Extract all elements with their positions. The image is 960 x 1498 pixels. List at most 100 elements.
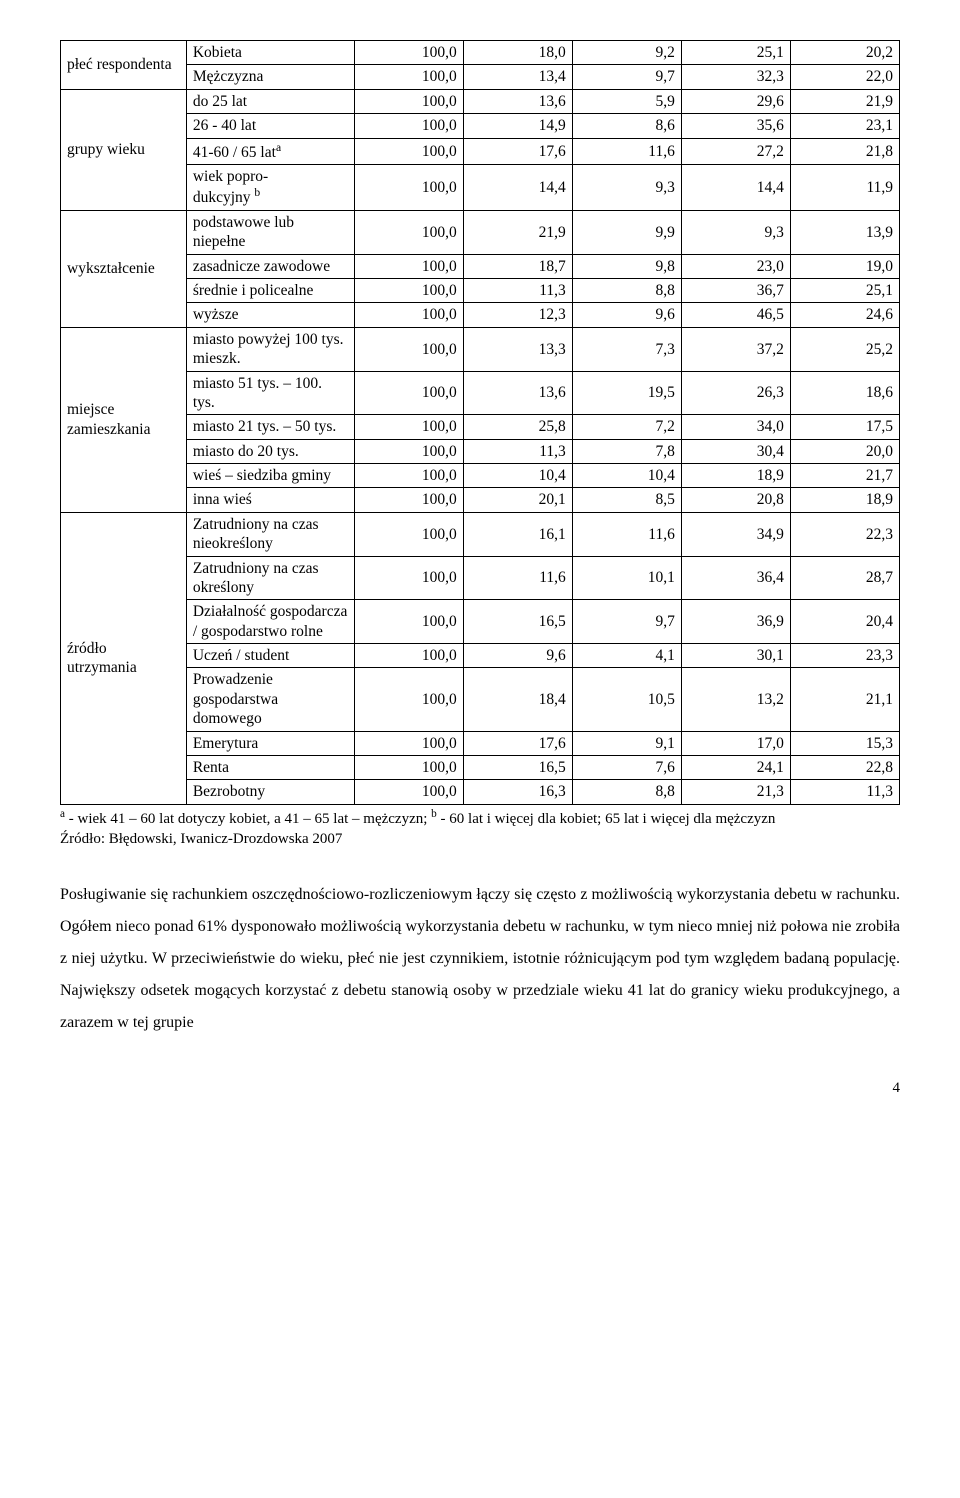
row-category: miasto 51 tys. – 100. tys. <box>186 371 354 415</box>
data-cell: 18,9 <box>790 488 899 512</box>
data-cell: 11,6 <box>463 556 572 600</box>
data-cell: 34,0 <box>681 415 790 439</box>
data-cell: 28,7 <box>790 556 899 600</box>
data-cell: 16,1 <box>463 512 572 556</box>
data-cell: 18,0 <box>463 41 572 65</box>
data-cell: 100,0 <box>354 600 463 644</box>
row-category: wiek popro-dukcyjny b <box>186 165 354 211</box>
data-cell: 9,6 <box>572 303 681 327</box>
data-cell: 19,0 <box>790 254 899 278</box>
data-cell: 100,0 <box>354 210 463 254</box>
data-cell: 100,0 <box>354 138 463 165</box>
data-cell: 13,9 <box>790 210 899 254</box>
data-cell: 100,0 <box>354 668 463 731</box>
data-cell: 100,0 <box>354 165 463 211</box>
row-group-header: grupy wieku <box>61 89 187 210</box>
row-category: 41-60 / 65 lata <box>186 138 354 165</box>
data-cell: 8,5 <box>572 488 681 512</box>
data-cell: 9,3 <box>572 165 681 211</box>
data-cell: 34,9 <box>681 512 790 556</box>
row-category: miasto 21 tys. – 50 tys. <box>186 415 354 439</box>
data-cell: 11,9 <box>790 165 899 211</box>
row-group-header: miejsce zamieszkania <box>61 327 187 512</box>
data-cell: 16,5 <box>463 600 572 644</box>
data-cell: 100,0 <box>354 556 463 600</box>
data-cell: 18,9 <box>681 464 790 488</box>
data-cell: 25,8 <box>463 415 572 439</box>
table-footnote: a - wiek 41 – 60 lat dotyczy kobiet, a 4… <box>60 807 900 829</box>
data-cell: 9,6 <box>463 644 572 668</box>
row-group-header: wykształcenie <box>61 210 187 327</box>
table-source: Źródło: Błędowski, Iwanicz-Drozdowska 20… <box>60 830 900 849</box>
data-cell: 20,0 <box>790 439 899 463</box>
data-cell: 100,0 <box>354 512 463 556</box>
data-cell: 100,0 <box>354 755 463 779</box>
data-cell: 100,0 <box>354 731 463 755</box>
data-cell: 100,0 <box>354 644 463 668</box>
data-cell: 20,2 <box>790 41 899 65</box>
row-category: Zatrudniony na czas określony <box>186 556 354 600</box>
data-cell: 100,0 <box>354 488 463 512</box>
data-cell: 18,7 <box>463 254 572 278</box>
data-cell: 7,6 <box>572 755 681 779</box>
data-cell: 8,6 <box>572 114 681 138</box>
data-cell: 23,1 <box>790 114 899 138</box>
row-category: wyższe <box>186 303 354 327</box>
data-cell: 17,0 <box>681 731 790 755</box>
data-cell: 10,1 <box>572 556 681 600</box>
data-cell: 100,0 <box>354 464 463 488</box>
data-cell: 13,3 <box>463 327 572 371</box>
data-cell: 5,9 <box>572 89 681 113</box>
data-cell: 13,2 <box>681 668 790 731</box>
data-cell: 100,0 <box>354 415 463 439</box>
data-cell: 11,3 <box>790 780 899 804</box>
data-cell: 20,8 <box>681 488 790 512</box>
data-cell: 13,6 <box>463 371 572 415</box>
body-paragraph: Posługiwanie się rachunkiem oszczędności… <box>60 879 900 1039</box>
data-cell: 7,8 <box>572 439 681 463</box>
data-cell: 100,0 <box>354 65 463 89</box>
row-category: Emerytura <box>186 731 354 755</box>
data-cell: 11,3 <box>463 279 572 303</box>
data-cell: 18,6 <box>790 371 899 415</box>
row-category: do 25 lat <box>186 89 354 113</box>
data-cell: 11,6 <box>572 512 681 556</box>
data-cell: 9,3 <box>681 210 790 254</box>
row-category: podstawowe lub niepełne <box>186 210 354 254</box>
data-cell: 25,1 <box>790 279 899 303</box>
data-cell: 24,1 <box>681 755 790 779</box>
data-cell: 11,6 <box>572 138 681 165</box>
data-cell: 8,8 <box>572 780 681 804</box>
data-cell: 100,0 <box>354 89 463 113</box>
row-category: Bezrobotny <box>186 780 354 804</box>
data-cell: 21,8 <box>790 138 899 165</box>
row-category: zasadnicze zawodowe <box>186 254 354 278</box>
row-category: Kobieta <box>186 41 354 65</box>
data-cell: 16,5 <box>463 755 572 779</box>
data-cell: 17,6 <box>463 731 572 755</box>
data-cell: 9,8 <box>572 254 681 278</box>
data-cell: 21,9 <box>790 89 899 113</box>
data-cell: 30,1 <box>681 644 790 668</box>
data-cell: 15,3 <box>790 731 899 755</box>
data-cell: 25,1 <box>681 41 790 65</box>
data-cell: 24,6 <box>790 303 899 327</box>
data-cell: 9,7 <box>572 65 681 89</box>
data-cell: 11,3 <box>463 439 572 463</box>
data-cell: 17,6 <box>463 138 572 165</box>
data-cell: 21,3 <box>681 780 790 804</box>
data-cell: 14,4 <box>463 165 572 211</box>
row-group-header: płeć respondenta <box>61 41 187 90</box>
data-cell: 16,3 <box>463 780 572 804</box>
data-cell: 100,0 <box>354 114 463 138</box>
data-cell: 7,2 <box>572 415 681 439</box>
row-category: miasto powyżej 100 tys. mieszk. <box>186 327 354 371</box>
row-category: Mężczyzna <box>186 65 354 89</box>
row-category: Uczeń / student <box>186 644 354 668</box>
data-cell: 29,6 <box>681 89 790 113</box>
data-cell: 20,4 <box>790 600 899 644</box>
data-cell: 10,4 <box>572 464 681 488</box>
data-cell: 100,0 <box>354 279 463 303</box>
page-number: 4 <box>60 1079 900 1098</box>
row-group-header: źródło utrzymania <box>61 512 187 804</box>
